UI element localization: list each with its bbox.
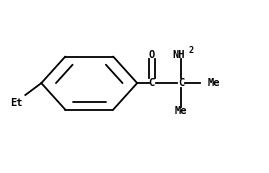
Text: O: O — [149, 50, 155, 60]
Text: C: C — [178, 78, 184, 88]
Text: 2: 2 — [189, 46, 194, 55]
Text: NH: NH — [173, 50, 185, 60]
Text: Me: Me — [208, 78, 220, 88]
Text: Et: Et — [10, 98, 23, 108]
Text: C: C — [149, 78, 155, 88]
Text: Me: Me — [175, 106, 187, 116]
